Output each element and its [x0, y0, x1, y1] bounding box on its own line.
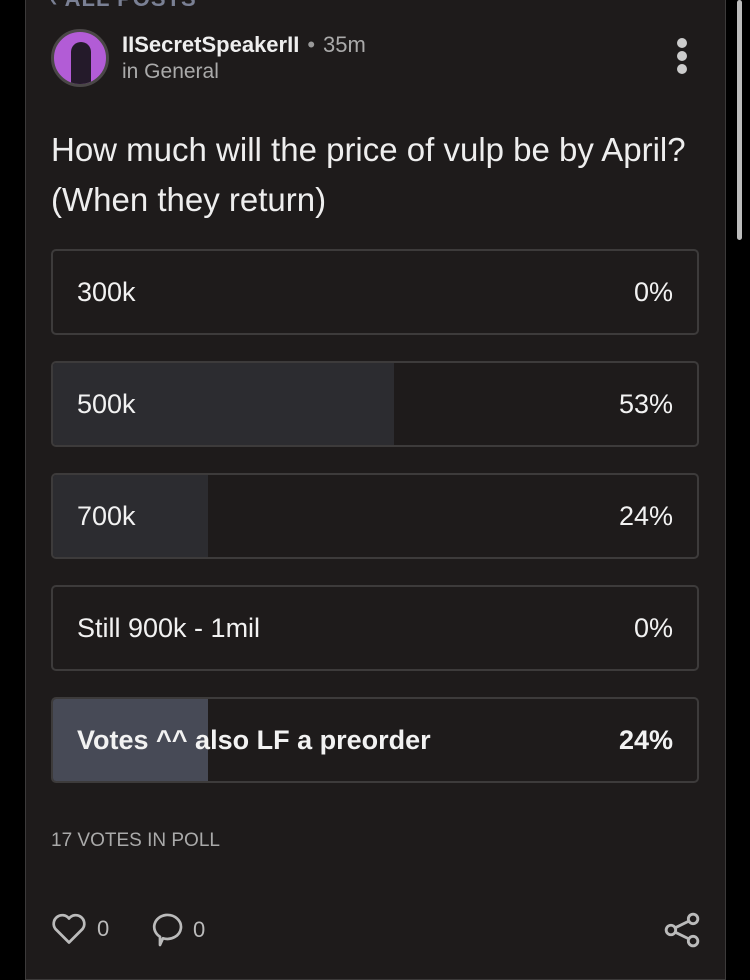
poll-option-label: Votes ^^ also LF a preorder — [77, 725, 431, 755]
scrollbar[interactable] — [737, 0, 742, 240]
poll-option-fill — [53, 699, 208, 781]
poll-option-percent: 53% — [618, 389, 673, 419]
poll-option-label: 300k — [77, 277, 136, 307]
comment-button[interactable]: 0 — [149, 912, 205, 948]
avatar-figure — [71, 42, 91, 84]
poll-option-percent: 24% — [618, 501, 673, 531]
poll-option-percent: 0% — [633, 613, 673, 643]
comment-count: 0 — [193, 917, 206, 942]
share-button[interactable] — [663, 912, 701, 948]
back-link[interactable]: ‹ ALL POSTS — [50, 0, 197, 12]
back-label: ALL POSTS — [65, 0, 197, 11]
post-location[interactable]: in General — [122, 60, 219, 83]
poll-question: How much will the price of vulp be by Ap… — [51, 131, 686, 218]
author-name[interactable]: IISecretSpeakerII — [122, 32, 300, 57]
poll-option-percent: 0% — [633, 277, 673, 307]
poll-option-label: 700k — [77, 501, 136, 531]
post-time: 35m — [323, 32, 366, 57]
separator-dot: • — [307, 32, 316, 57]
poll-option[interactable]: 500k 53% — [51, 361, 699, 447]
post-meta: IISecretSpeakerII • 35m — [122, 32, 366, 58]
poll-option-fill — [53, 363, 395, 445]
share-icon — [664, 912, 700, 948]
poll-option[interactable]: Still 900k - 1mil 0% — [51, 585, 699, 671]
like-button[interactable]: 0 — [51, 912, 109, 946]
poll-option-percent: 24% — [618, 725, 673, 755]
poll-option-label: Still 900k - 1mil — [77, 613, 261, 643]
like-count: 0 — [97, 916, 110, 941]
poll-option-label: 500k — [77, 389, 136, 419]
heart-icon — [52, 913, 86, 944]
poll-option[interactable]: 700k 24% — [51, 473, 699, 559]
vote-count: 17 VOTES IN POLL — [51, 830, 220, 851]
poll-option[interactable]: 300k 0% — [51, 249, 699, 335]
poll-option-fill — [53, 475, 208, 557]
more-options-icon[interactable] — [672, 38, 692, 77]
comment-icon — [152, 913, 183, 947]
poll-option[interactable]: Votes ^^ also LF a preorder 24% — [51, 697, 699, 783]
avatar[interactable] — [51, 29, 109, 87]
